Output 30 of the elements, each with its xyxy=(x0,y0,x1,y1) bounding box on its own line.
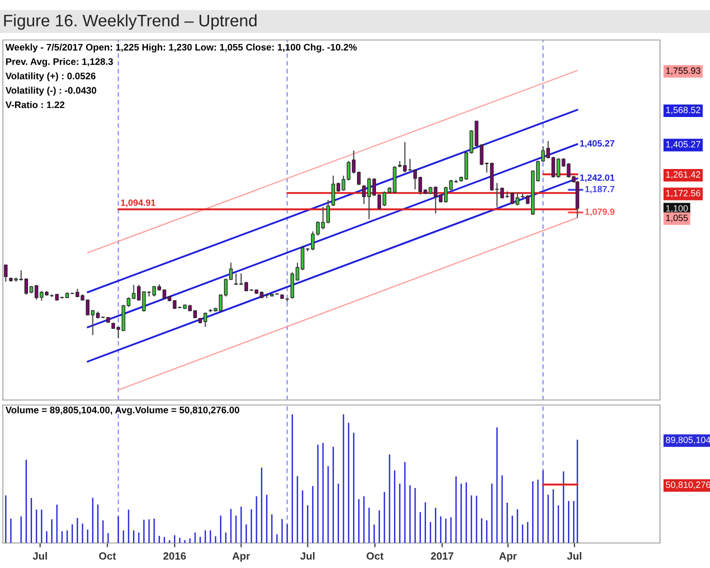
x-tick-label: Jul xyxy=(567,552,582,560)
data-label: 1,242.01 xyxy=(580,174,614,182)
y-tick-label: 1,405.27 xyxy=(666,141,700,149)
x-tick-label: Apr xyxy=(499,552,517,562)
data-label: 1,094.91 xyxy=(121,199,156,208)
annotation: V-Ratio : 1.22 xyxy=(6,101,64,108)
chart-title: Figure 16. WeeklyTrend – Uptrend xyxy=(4,14,257,30)
x-tick-label: 2016 xyxy=(163,552,186,560)
x-tick-label: Apr xyxy=(232,552,250,562)
x-tick-label: Oct xyxy=(99,552,116,560)
y-tick-label: 1,568.52 xyxy=(666,106,700,114)
data-label: 1,405.27 xyxy=(580,140,614,148)
x-tick-label: 2017 xyxy=(430,552,454,560)
y-tick-label: 1,755.93 xyxy=(666,67,700,75)
x-tick-label: Oct xyxy=(366,552,384,560)
annotation: Volatility (-) : -0.0430 xyxy=(6,86,96,96)
annotation: Volume = 89,805,104.00, Avg.Volume = 50,810,276.00 xyxy=(6,406,240,416)
y-tick-label: 1,261.42 xyxy=(666,171,700,179)
y-tick-label: 1,100 xyxy=(666,205,688,213)
annotation: Prev. Avg. Price: 1,128.3 xyxy=(6,58,113,67)
x-tick-label: Jul xyxy=(32,552,47,560)
data-label: 1,079.9 xyxy=(585,208,614,216)
y-tick-label: 50,810,276 xyxy=(666,482,710,489)
x-tick-label: Jul xyxy=(300,552,314,560)
y-tick-label: 1,172.56 xyxy=(666,190,700,198)
data-label: 1,187.7 xyxy=(585,186,614,194)
annotation: Weekly - 7/5/2017 Open: 1,225 High: 1,230 Low: 1,055 Close: 1,100 Chg. -10.2% xyxy=(5,44,357,52)
y-tick-label: 89,805,104 xyxy=(666,436,710,444)
y-tick-label: 1,055 xyxy=(666,214,688,222)
annotation: Volatility (+) : 0.0526 xyxy=(6,72,96,82)
